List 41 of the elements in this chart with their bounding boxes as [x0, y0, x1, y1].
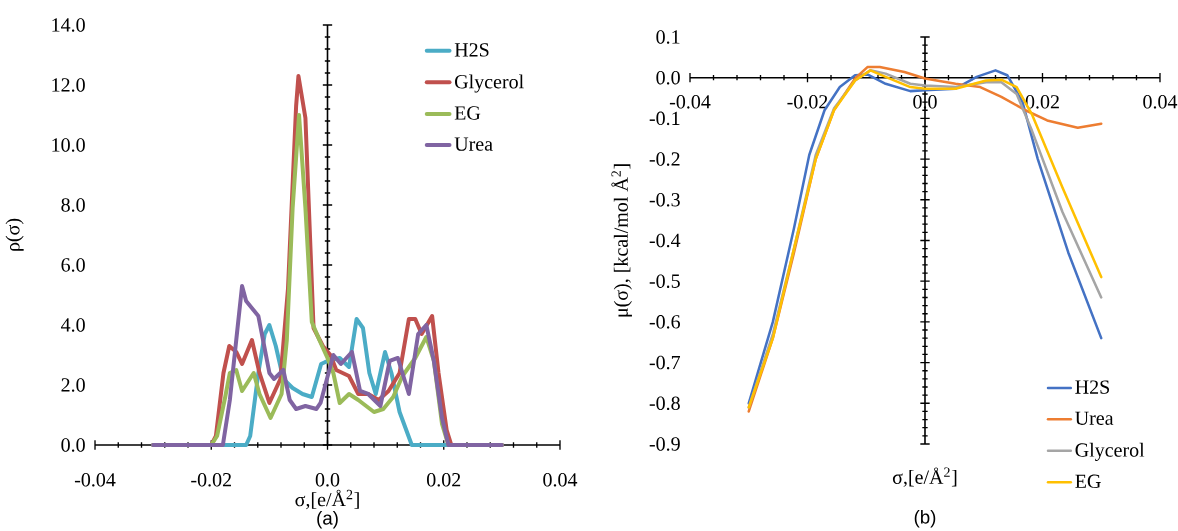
y-tick-label: -0.4 [649, 233, 681, 248]
legend-label: Urea [1075, 411, 1114, 425]
y-tick-label: 2.0 [61, 378, 85, 392]
y-tick-label: 10.0 [52, 138, 85, 152]
text: (b) [914, 510, 936, 528]
legend-label: H2S [1075, 380, 1110, 394]
y-tick-label: -0.5 [649, 274, 680, 288]
legend-label: Glycerol [1075, 442, 1145, 461]
y-tick-label: -0.8 [649, 396, 680, 411]
x-tick-label: -0.02 [191, 473, 231, 487]
legend-label: EG [1075, 474, 1101, 489]
y-tick-label: 12.0 [52, 78, 85, 92]
y-tick-label: 6.0 [61, 258, 85, 272]
y-tick-label: 0.1 [656, 30, 680, 44]
x-tick-label: -0.04 [74, 473, 116, 487]
x-axis-title: σ,[e/Å$^{2}$] [892, 467, 957, 487]
x-tick-label: -0.02 [787, 95, 828, 109]
y-tick-label: 14.0 [52, 18, 85, 32]
y-tick-label: -0.1 [649, 111, 680, 126]
legend-label: H2S [454, 43, 489, 57]
y-tick-label: 4.0 [61, 318, 85, 332]
y-tick-label: -0.7 [649, 355, 681, 370]
y-tick-label: 0.0 [656, 70, 680, 85]
legend-label: Glycerol [455, 74, 524, 93]
x-tick-label: -0.04 [669, 95, 711, 109]
y-tick-label: -0.6 [649, 315, 681, 329]
x-tick-label: 0.0 [315, 473, 340, 487]
y-tick-label: -0.2 [649, 152, 680, 166]
y-axis-title: ρ(σ) [5, 218, 24, 251]
legend-label: Urea [454, 137, 493, 151]
x-tick-label: 0.04 [543, 473, 578, 487]
x-tick-label: 0.04 [1143, 95, 1178, 109]
x-tick-label: 0.02 [427, 473, 461, 487]
y-tick-label: -0.3 [649, 193, 680, 207]
text: (a) [317, 511, 338, 529]
y-tick-label: 0.0 [61, 438, 85, 452]
y-axis-title: μ(σ), [kcal/mol Å$^{2}$] [611, 164, 632, 317]
y-tick-label: -0.9 [649, 437, 680, 451]
x-axis-title: σ,[e/Å$^{2}$] [295, 489, 359, 510]
legend-label: EG [454, 106, 481, 120]
y-tick-label: 8.0 [61, 198, 85, 212]
